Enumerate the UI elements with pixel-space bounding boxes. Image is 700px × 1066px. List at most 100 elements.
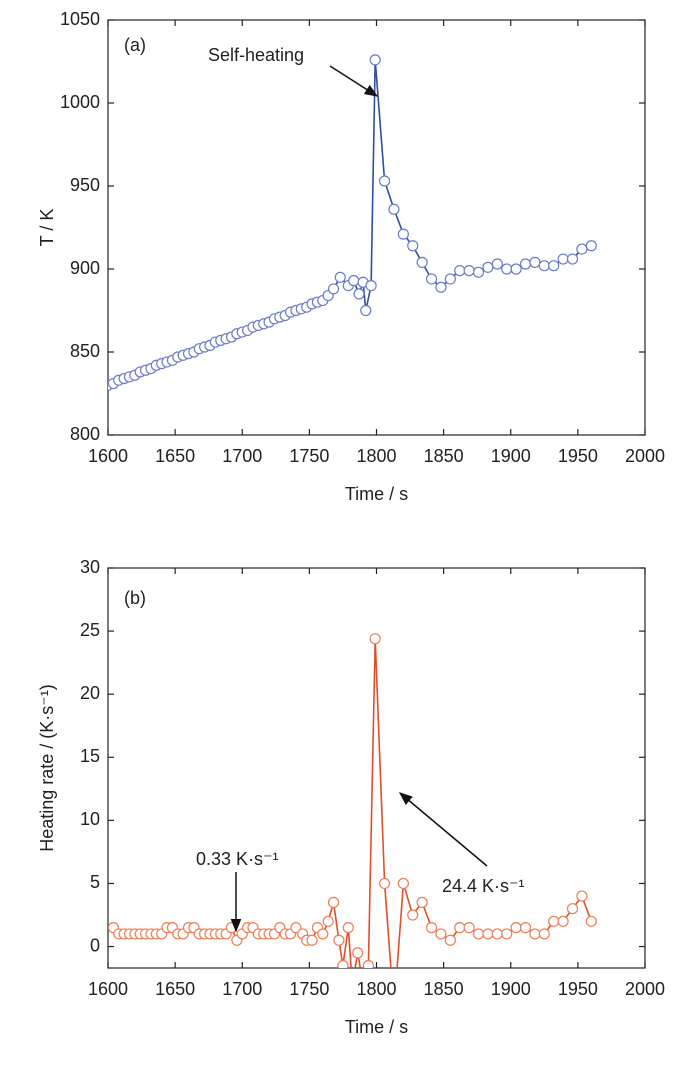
point [348,275,360,287]
x-tick-label: 1700 [222,979,262,999]
point [407,909,419,921]
point [333,934,345,946]
point [463,922,475,934]
x-tick-label: 1600 [88,979,128,999]
x-tick-label: 1750 [289,979,329,999]
y-tick-label: 1050 [60,9,100,29]
point [519,258,532,270]
x-tick-label: 1650 [155,979,195,999]
point [322,915,334,927]
point [444,934,456,946]
x-tick-label: 1650 [155,446,195,466]
point [365,280,377,292]
point [472,266,485,278]
point [566,903,579,915]
point [353,288,365,300]
x-tick-label: 2000 [625,979,665,999]
point [463,265,475,277]
point [435,281,447,293]
point [491,928,503,940]
point [510,263,522,275]
y-tick-label: 10 [80,809,100,829]
point [519,922,532,934]
point [557,253,569,265]
point [290,922,302,934]
point [548,915,560,927]
point [362,959,375,968]
x-tick-label: 1850 [424,446,464,466]
point [416,896,428,908]
series [108,54,597,391]
point [327,283,340,295]
y-axis-label: Heating rate / (K·s⁻¹) [37,684,57,852]
point [548,260,560,272]
point [482,261,494,273]
point [538,928,550,940]
point [491,258,503,270]
y-tick-label: 0 [90,935,100,955]
point [334,271,346,283]
x-tick-label: 1950 [558,446,598,466]
x-tick-label: 1800 [356,979,396,999]
y-tick-label: 15 [80,746,100,766]
point [444,273,456,285]
point [501,928,513,940]
point [501,263,513,275]
point [327,896,340,908]
x-tick-label: 1900 [491,979,531,999]
series [108,633,597,968]
point [352,947,364,959]
x-axis-label: Time / s [345,484,408,504]
y-tick-label: 30 [80,557,100,577]
point [576,243,588,255]
point [557,915,569,927]
point [585,240,597,252]
point [435,928,447,940]
point [225,922,238,934]
annotation: 0.33 K·s⁻¹ [196,849,279,869]
point [397,228,409,240]
annotation-arrow [398,792,488,867]
x-tick-label: 1850 [424,979,464,999]
annotation: Self-heating [208,45,304,65]
y-tick-label: 1000 [60,92,100,112]
y-tick-label: 5 [90,872,100,892]
x-tick-label: 1900 [491,446,531,466]
y-tick-label: 900 [70,258,100,278]
x-tick-label: 1750 [289,446,329,466]
point [369,54,381,66]
annotation-arrow [329,65,379,97]
y-tick-label: 950 [70,175,100,195]
point [416,256,428,268]
annotation: 24.4 K·s⁻¹ [442,876,525,896]
x-tick-label: 1600 [88,446,128,466]
point [388,203,400,215]
x-axis-label: Time / s [345,1017,408,1037]
point [342,922,354,934]
x-tick-label: 1950 [558,979,598,999]
point [425,922,438,934]
point [472,928,485,940]
x-tick-label: 2000 [625,446,665,466]
point [337,959,349,968]
point [510,922,522,934]
y-tick-label: 20 [80,683,100,703]
y-tick-label: 850 [70,341,100,361]
point [566,253,579,265]
point [454,265,466,277]
point [317,928,329,940]
point [529,256,541,268]
y-tick-label: 800 [70,424,100,444]
plot-frame [107,567,646,969]
point [378,175,391,187]
point [397,877,409,890]
point [585,915,597,927]
x-tick-label: 1700 [222,446,262,466]
point [378,877,391,890]
point [454,922,466,934]
annotation: (b) [124,588,146,608]
point [306,934,318,946]
annotation: (a) [124,35,146,55]
